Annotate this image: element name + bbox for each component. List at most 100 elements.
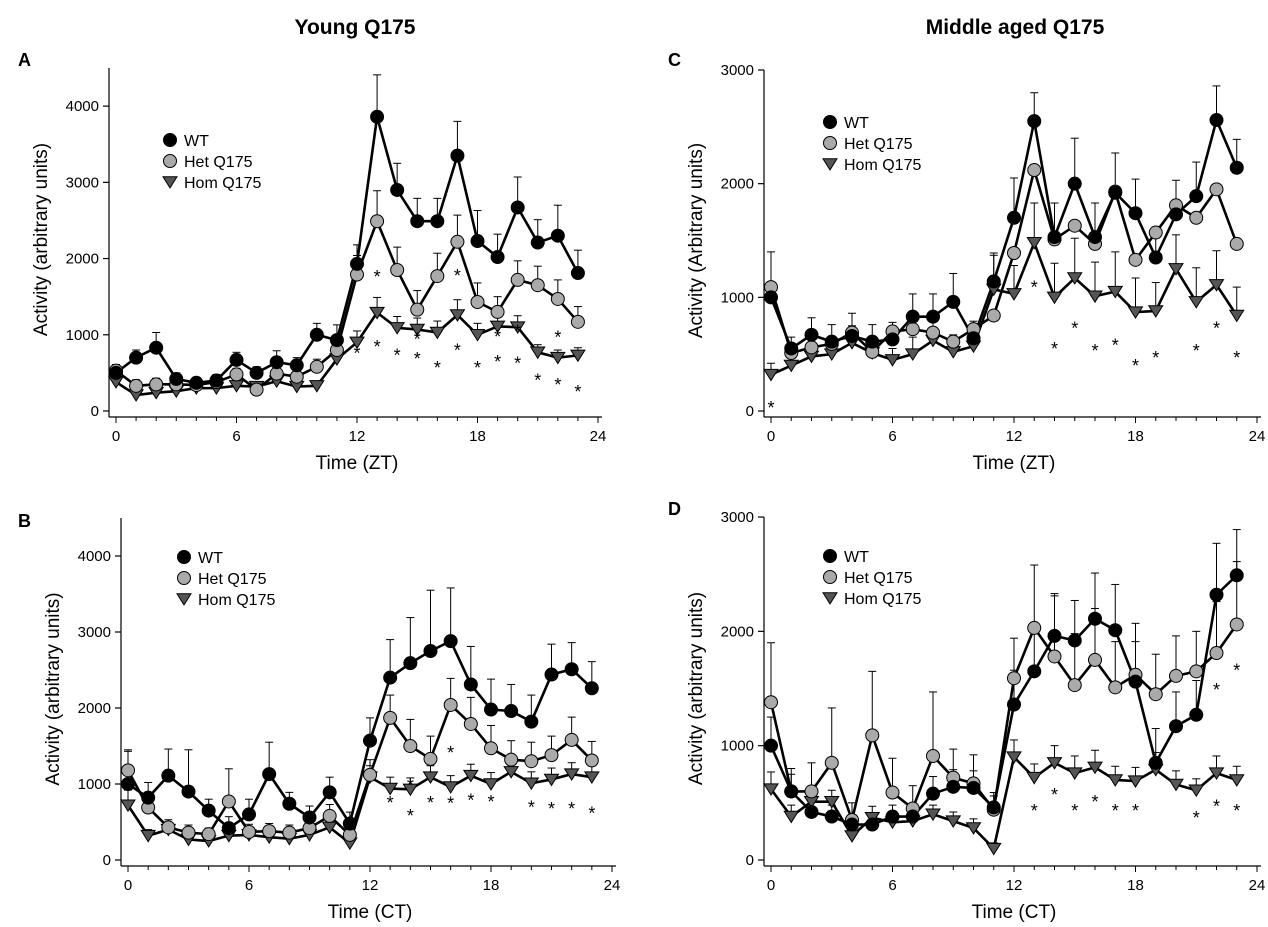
y-tick-label: 0 [746,852,754,869]
y-tick-label: 2000 [66,251,99,268]
data-point-hom-q175 [442,781,459,794]
data-point-wt [1169,207,1183,222]
y-tick-label: 4000 [78,548,111,565]
significance-star: * [467,791,474,811]
significance-star: * [447,794,454,814]
data-point-hom-q175 [409,323,426,337]
data-point-hom-q175 [382,782,399,796]
chart-panel-b: B 0 1000 2000 3000 4000 0 6 12 18 24 Time (CT) Activ… [18,511,620,923]
data-point-wt [1007,697,1021,712]
data-point-hom-q175 [945,815,962,829]
data-point-wt [845,817,859,832]
data-point-het-q175 [309,359,324,374]
data-point-hom-q175 [349,336,365,350]
x-tick-label: 18 [1127,877,1144,894]
data-point-wt [249,365,264,380]
significance-star: * [574,382,581,402]
y-tick-label: 3000 [721,509,754,526]
data-point-hom-q175 [543,773,560,787]
data-point-hom-q175 [844,830,860,843]
data-point-het-q175 [383,710,398,725]
x-tick-label: 6 [888,428,896,445]
data-point-wt [470,234,485,249]
data-point-wt [269,355,284,370]
data-point-wt [463,677,478,692]
significance-star: * [394,345,401,365]
legend-label: Hom Q175 [198,592,275,609]
data-point-het-q175 [865,728,880,743]
data-point-wt [363,733,377,748]
right-column-title: Middle aged Q175 [926,16,1105,39]
data-point-hom-q175 [1026,771,1043,785]
data-point-wt [1047,628,1062,643]
data-point-hom-q175 [449,309,466,322]
data-point-het-q175 [181,825,196,840]
legend-label: WT [184,133,209,150]
data-point-het-q175 [1027,163,1042,178]
data-point-wt [530,235,545,250]
legend-label: Hom Q175 [184,175,261,192]
data-point-hom-q175 [1107,285,1124,299]
data-point-het-q175 [1067,218,1082,233]
data-point-het-q175 [1229,236,1244,251]
significance-star: * [1091,341,1098,361]
x-tick-label: 0 [112,428,120,445]
data-point-het-q175 [504,752,519,767]
legend-marker [823,549,837,563]
significance-star: * [454,341,461,361]
panel-letter: B [18,511,31,531]
y-tick-label: 3000 [78,624,111,641]
data-point-wt [1027,114,1042,129]
data-point-hom-q175 [1228,774,1245,787]
data-point-wt [1169,719,1183,734]
data-point-hom-q175 [389,322,406,335]
legend-label: WT [198,550,223,567]
legend-marker [162,176,178,189]
legend-label: Het Q175 [198,571,267,588]
data-point-wt [1189,707,1204,722]
significance-star: * [494,352,501,372]
legend-marker [177,571,191,585]
data-point-wt [885,332,900,347]
x-tick-label: 12 [1006,428,1023,445]
data-point-wt [309,327,324,342]
data-point-hom-q175 [369,306,385,320]
data-point-wt [423,644,438,658]
significance-star: * [528,797,535,817]
data-point-hom-q175 [1046,757,1063,770]
data-point-wt [986,800,1001,815]
data-point-hom-q175 [1188,296,1205,309]
y-tick-label: 3000 [66,174,99,191]
data-point-hom-q175 [523,777,540,791]
data-point-het-q175 [221,794,236,809]
data-point-wt [946,779,961,794]
data-point-wt [1027,664,1042,679]
significance-star: * [554,328,561,348]
data-point-wt [544,667,559,682]
data-point-wt [390,182,405,197]
x-tick-label: 0 [767,428,775,445]
significance-star: * [1233,348,1240,368]
y-tick-label: 0 [746,403,754,420]
legend-label: Hom Q175 [844,591,921,608]
x-tick-label: 6 [245,877,253,894]
data-point-het-q175 [885,785,900,800]
data-point-wt [804,327,819,342]
significance-star: * [487,792,494,812]
significance-star: * [1213,797,1220,817]
significance-star: * [374,267,381,287]
data-point-wt [524,714,539,729]
data-point-het-q175 [1189,210,1204,225]
data-point-wt [1108,185,1123,200]
x-tick-label: 12 [362,877,379,894]
chart-panel-d: D 0 1000 2000 3000 0 6 12 18 24 Time (CT) Activity … [668,499,1265,923]
data-point-wt [1007,210,1021,225]
x-tick-label: 24 [590,428,607,445]
legend-label: Hom Q175 [844,157,921,174]
y-tick-label: 2000 [721,176,754,193]
series-line-het-q175 [769,165,1238,355]
data-point-wt [905,809,920,824]
series-line-wt [127,639,593,830]
significance-star: * [1193,341,1200,361]
data-point-het-q175 [149,377,164,392]
